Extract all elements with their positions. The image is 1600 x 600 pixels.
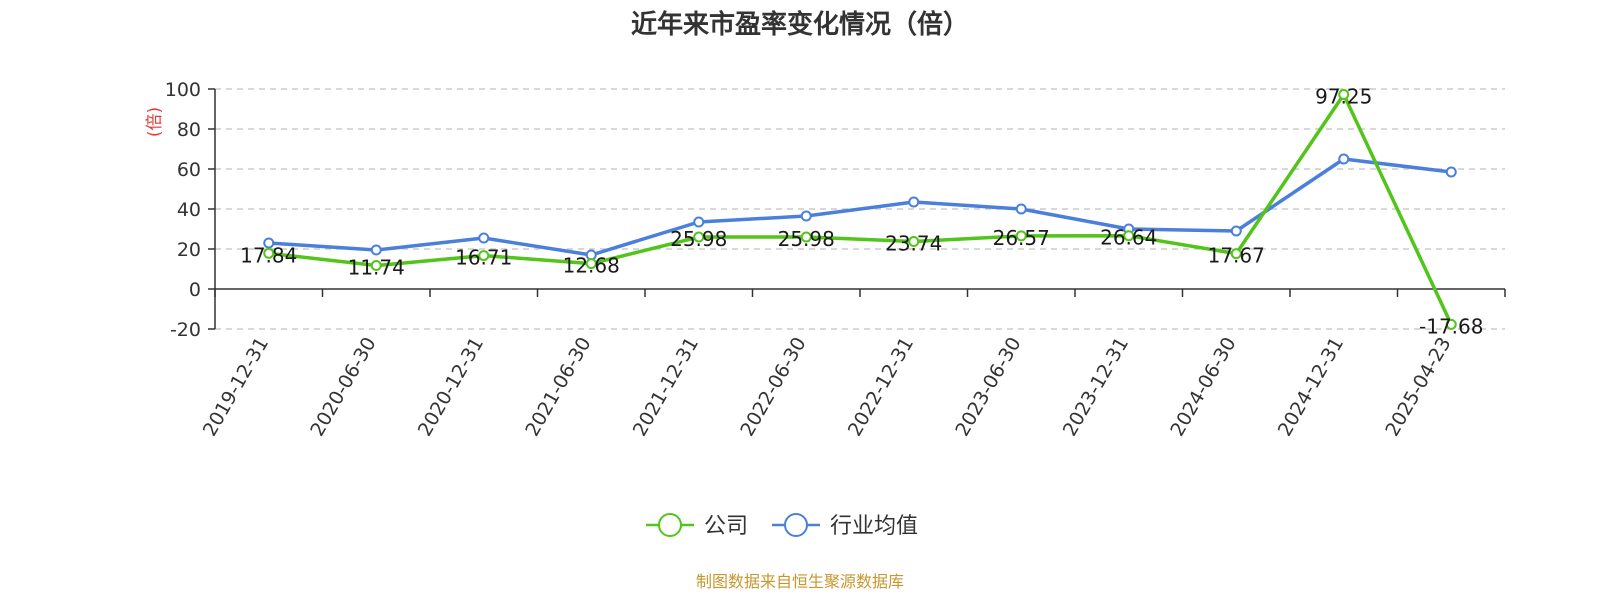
- gridlines: [215, 88, 1505, 330]
- x-tick-label: 2019-12-31: [199, 334, 273, 441]
- x-tick-label: 2020-06-30: [306, 334, 380, 441]
- legend: 公司 行业均值: [646, 513, 918, 539]
- data-label: 26.64: [1100, 226, 1157, 250]
- data-label: 17.84: [240, 243, 297, 267]
- legend-swatch-marker: [658, 513, 682, 537]
- data-label: 26.57: [993, 226, 1050, 250]
- data-labels: 17.84 11.74 16.71 12.68 25.98 25.98 23.74 26.57…: [240, 85, 1483, 339]
- data-point: [693, 216, 705, 228]
- data-point: [1338, 153, 1350, 165]
- data-point: [693, 231, 705, 243]
- data-point: [370, 260, 382, 272]
- x-tick-label: 2021-12-31: [629, 334, 703, 441]
- data-point: [1015, 203, 1027, 215]
- x-tick-label: 2020-12-31: [414, 334, 488, 441]
- data-label: -17.68: [1419, 314, 1483, 338]
- data-point: [1230, 248, 1242, 260]
- data-label: 12.68: [563, 254, 620, 278]
- data-label: 11.74: [348, 256, 405, 280]
- y-tick-label: 20: [177, 239, 201, 261]
- data-point: [478, 232, 490, 244]
- legend-swatch-marker: [784, 513, 808, 537]
- y-tick-label: 0: [189, 279, 201, 301]
- y-tick-label: 60: [177, 159, 201, 181]
- data-point: [1230, 225, 1242, 237]
- x-tick-label: 2021-06-30: [521, 334, 595, 441]
- data-point: [1338, 89, 1350, 100]
- x-tick-label: 2023-12-31: [1059, 334, 1133, 441]
- data-label: 97.25: [1315, 85, 1372, 109]
- data-point: [800, 231, 812, 243]
- data-point: [478, 250, 490, 262]
- x-tick-label: 2024-12-31: [1274, 334, 1348, 441]
- legend-item-company: 公司: [646, 513, 748, 539]
- legend-item-industry: 行业均值: [772, 513, 918, 539]
- data-point: [1445, 166, 1457, 178]
- data-point: [263, 237, 275, 249]
- data-point: [585, 258, 597, 270]
- legend-label: 公司: [704, 514, 748, 539]
- x-tick-label: 2025-04-23: [1381, 334, 1455, 441]
- data-label: 25.98: [670, 227, 727, 251]
- legend-label: 行业均值: [830, 514, 918, 539]
- x-tick-label: 2024-06-30: [1166, 334, 1240, 441]
- y-tick-label: 80: [177, 119, 201, 141]
- data-label: 25.98: [778, 227, 835, 251]
- data-point: [1015, 230, 1027, 242]
- data-point: [1445, 318, 1457, 330]
- y-axis-title: (倍): [145, 107, 165, 137]
- x-tick-label: 2023-06-30: [951, 334, 1025, 441]
- y-tick-label: 100: [165, 79, 201, 101]
- data-label: 16.71: [455, 246, 512, 270]
- y-tick-label: -20: [170, 319, 201, 341]
- data-label: 17.67: [1208, 244, 1265, 268]
- source-note: 制图数据来自恒生聚源数据库: [695, 572, 904, 591]
- data-point: [1123, 230, 1135, 242]
- data-point: [800, 210, 812, 222]
- y-tick-label: 40: [177, 199, 201, 221]
- data-point: [908, 236, 920, 248]
- data-label: 23.74: [885, 232, 942, 256]
- data-point: [908, 196, 920, 208]
- chart-title: 近年来市盈率变化情况（倍）: [630, 10, 969, 40]
- x-tick-label: 2022-12-31: [844, 334, 918, 441]
- series-lines: [263, 89, 1457, 330]
- data-point: [370, 244, 382, 256]
- x-tick-label: 2022-06-30: [736, 334, 810, 441]
- series-line-industry: [268, 157, 1452, 257]
- data-point: [263, 247, 275, 259]
- series-line-company: [268, 92, 1453, 326]
